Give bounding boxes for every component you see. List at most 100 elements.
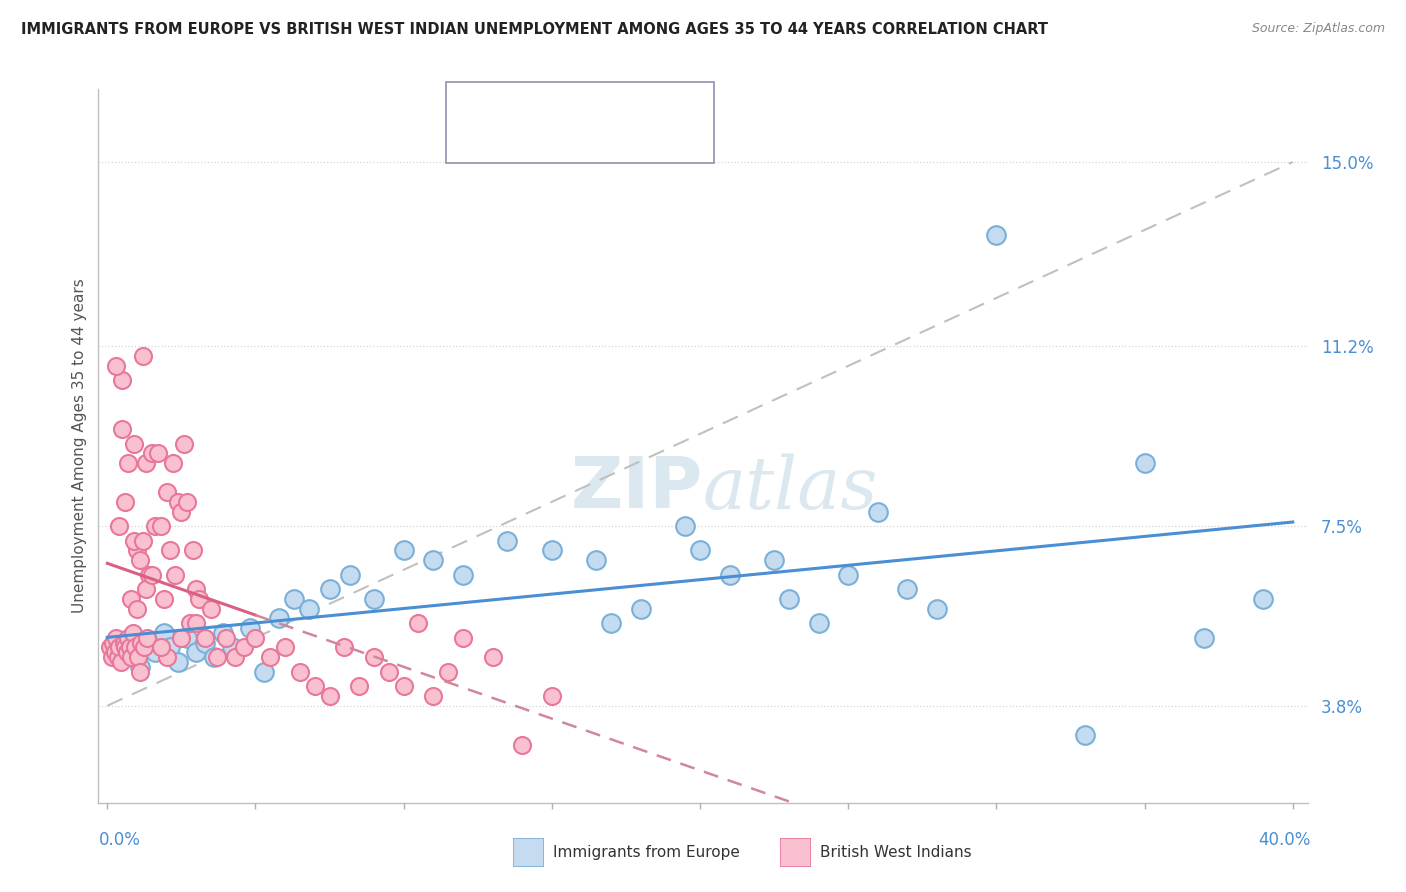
- Point: [392, 679, 415, 693]
- Point: [215, 631, 238, 645]
- Point: [689, 543, 711, 558]
- Point: [339, 567, 361, 582]
- Point: [896, 582, 918, 597]
- Point: [105, 359, 128, 373]
- Point: [105, 631, 128, 645]
- Point: [392, 543, 415, 558]
- Point: [363, 650, 385, 665]
- Point: [152, 626, 174, 640]
- Point: [283, 591, 305, 606]
- Point: [200, 601, 222, 615]
- Point: [274, 640, 297, 655]
- Point: [837, 567, 859, 582]
- Point: [167, 655, 190, 669]
- Point: [122, 436, 145, 450]
- Text: Immigrants from Europe: Immigrants from Europe: [553, 846, 740, 860]
- Point: [125, 543, 148, 558]
- Point: [122, 533, 145, 548]
- Point: [763, 553, 786, 567]
- Point: [170, 504, 193, 518]
- Point: [188, 591, 211, 606]
- Point: [259, 650, 281, 665]
- Point: [135, 456, 157, 470]
- Point: [202, 650, 225, 665]
- Point: [155, 650, 177, 665]
- Point: [165, 567, 187, 582]
- Point: [108, 640, 131, 655]
- Point: [927, 601, 949, 615]
- Point: [212, 626, 235, 640]
- Point: [239, 621, 262, 635]
- Point: [127, 650, 149, 665]
- Point: [986, 227, 1008, 242]
- Point: [112, 635, 135, 649]
- Point: [170, 631, 193, 645]
- Point: [138, 635, 160, 649]
- Point: [110, 655, 132, 669]
- Point: [141, 446, 163, 460]
- Point: [422, 553, 444, 567]
- Point: [496, 533, 519, 548]
- Point: [585, 553, 607, 567]
- Bar: [457, 126, 484, 157]
- Point: [134, 640, 156, 655]
- Point: [176, 631, 198, 645]
- Point: [108, 650, 131, 665]
- Point: [288, 665, 311, 679]
- Point: [131, 635, 153, 649]
- Point: [318, 689, 340, 703]
- Point: [155, 485, 177, 500]
- Point: [186, 645, 208, 659]
- Point: [451, 567, 474, 582]
- Point: [135, 582, 157, 597]
- Point: [129, 553, 152, 567]
- Point: [120, 650, 142, 665]
- Point: [481, 650, 503, 665]
- Point: [179, 616, 201, 631]
- Point: [1074, 728, 1097, 742]
- Point: [304, 679, 326, 693]
- Point: [778, 591, 800, 606]
- Point: [114, 640, 136, 655]
- Point: [422, 689, 444, 703]
- Point: [718, 567, 741, 582]
- Point: [159, 543, 181, 558]
- Point: [167, 495, 190, 509]
- Point: [138, 567, 160, 582]
- Point: [162, 456, 184, 470]
- Text: ZIP: ZIP: [571, 454, 703, 524]
- Point: [108, 519, 131, 533]
- Point: [114, 495, 136, 509]
- Text: 0.0%: 0.0%: [98, 831, 141, 849]
- Point: [1192, 631, 1215, 645]
- Point: [149, 640, 172, 655]
- Point: [132, 533, 155, 548]
- Point: [120, 591, 142, 606]
- Text: atlas: atlas: [703, 453, 879, 524]
- Point: [124, 640, 146, 655]
- Point: [125, 601, 148, 615]
- Point: [111, 422, 134, 436]
- Text: R =  0.117   N = 84: R = 0.117 N = 84: [495, 134, 657, 149]
- Point: [510, 738, 533, 752]
- Point: [117, 456, 139, 470]
- Point: [541, 689, 564, 703]
- Point: [1251, 591, 1274, 606]
- Point: [143, 519, 166, 533]
- Point: [347, 679, 370, 693]
- Point: [807, 616, 830, 631]
- Point: [129, 660, 152, 674]
- Point: [630, 601, 652, 615]
- Point: [176, 495, 198, 509]
- Point: [159, 640, 181, 655]
- Point: [152, 591, 174, 606]
- Point: [298, 601, 321, 615]
- Point: [146, 446, 169, 460]
- Text: 40.0%: 40.0%: [1258, 831, 1310, 849]
- Point: [437, 665, 460, 679]
- Point: [114, 640, 136, 655]
- Point: [363, 591, 385, 606]
- FancyBboxPatch shape: [446, 82, 714, 163]
- Point: [122, 631, 145, 645]
- Point: [194, 635, 217, 649]
